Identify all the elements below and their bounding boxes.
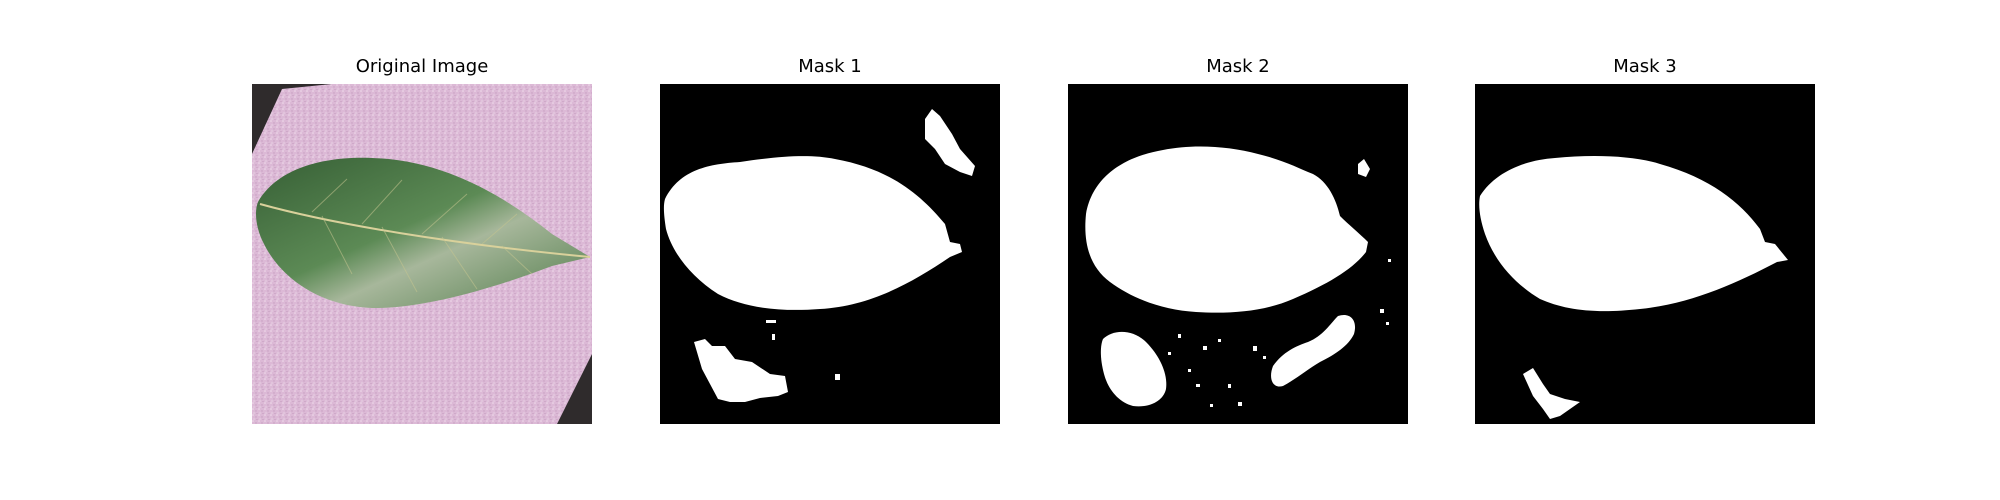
- panel-mask-2: Mask 2: [1068, 56, 1408, 426]
- leaf-midrib: [259, 203, 591, 258]
- panel-original-image: Original Image: [252, 56, 592, 426]
- panel-title: Mask 3: [1613, 56, 1677, 77]
- mask-region-fragment: [925, 109, 975, 176]
- panel-title: Original Image: [355, 56, 489, 77]
- panel-title: Mask 1: [798, 56, 862, 77]
- mask-region-leaf: [1479, 156, 1788, 312]
- mask-region-fragment: [694, 339, 788, 402]
- mask-region-leaf: [663, 156, 962, 310]
- leaf-photo: [252, 84, 592, 424]
- panel-mask-1: Mask 1: [660, 56, 1000, 426]
- mask-region-noise: [1100, 331, 1167, 407]
- mask-region-fragment: [1523, 368, 1580, 419]
- mask-region-leaf: [1085, 146, 1368, 313]
- panel-title: Mask 2: [1206, 56, 1270, 77]
- mask-image: [660, 84, 1000, 424]
- mask-image: [1068, 84, 1408, 424]
- panel-mask-3: Mask 3: [1475, 56, 1815, 426]
- mask-region-noise: [1271, 314, 1356, 387]
- mask-image: [1475, 84, 1815, 424]
